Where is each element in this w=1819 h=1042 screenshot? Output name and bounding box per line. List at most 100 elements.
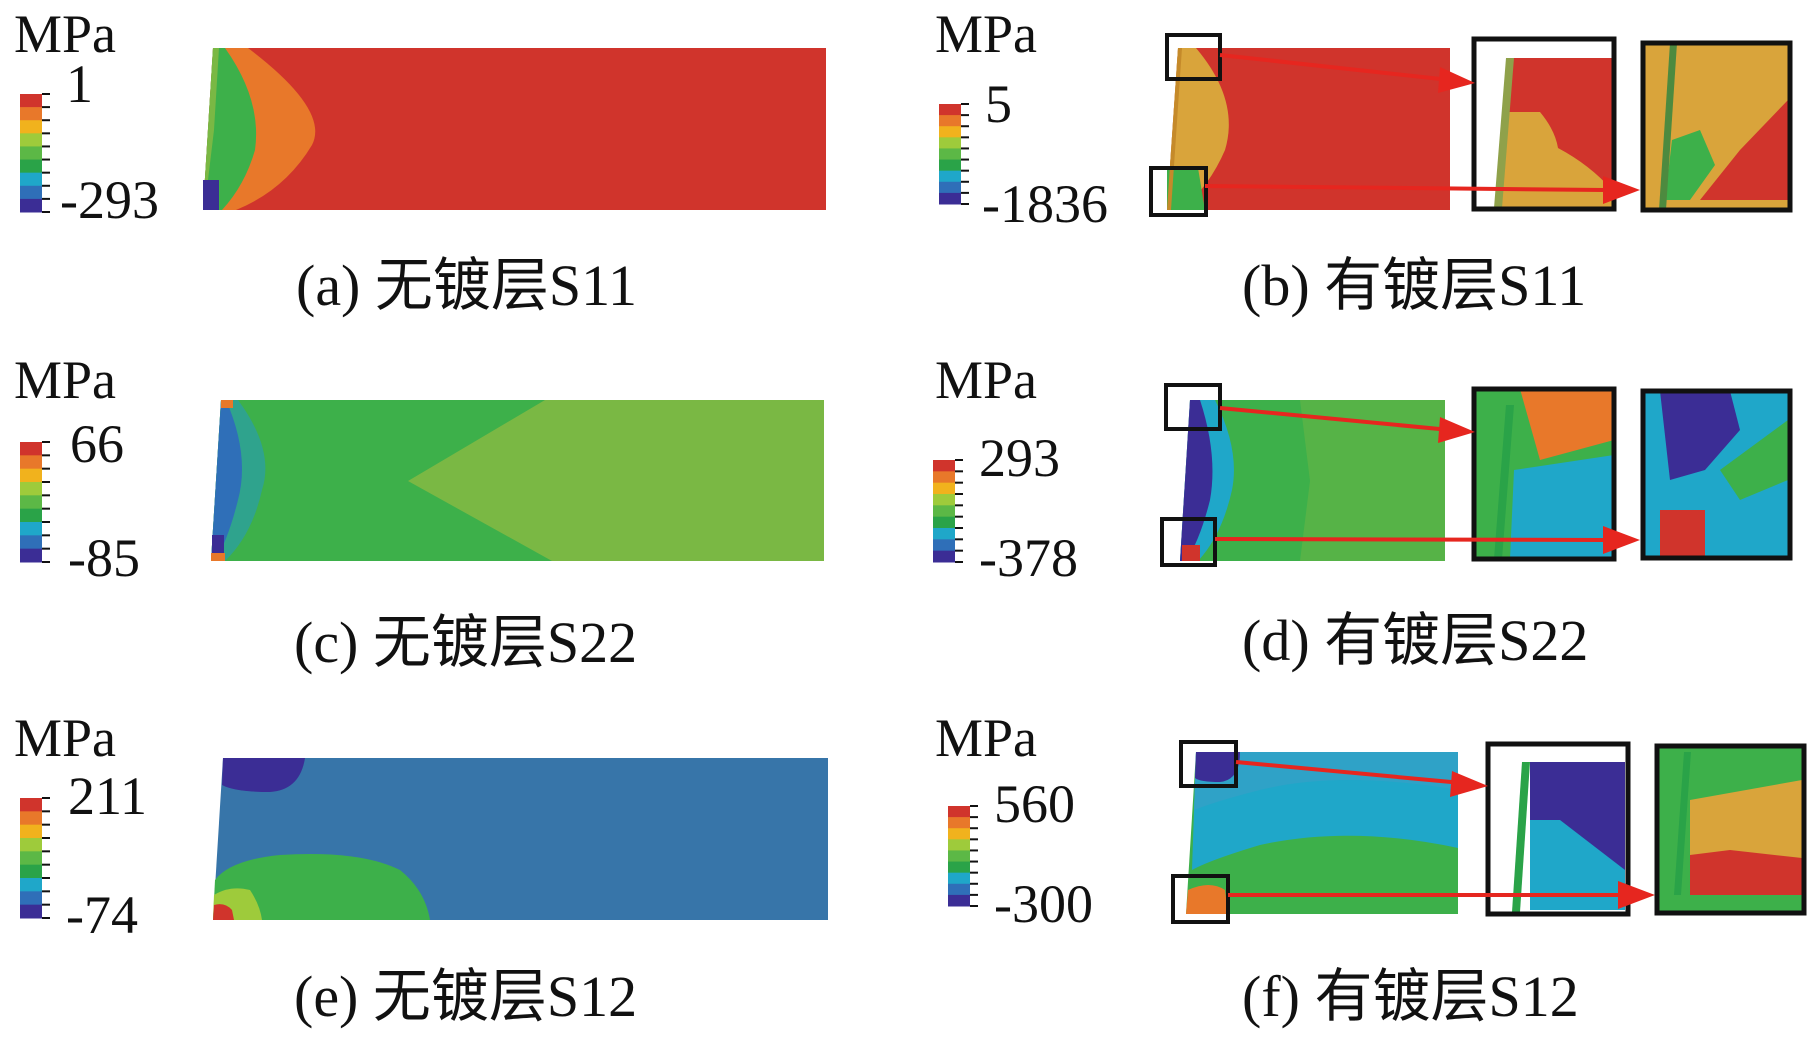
zoom-inset-ochre-2-f — [1690, 780, 1802, 860]
legend-swatch — [939, 159, 961, 172]
legend-swatch — [20, 482, 42, 496]
legend-swatch — [20, 522, 42, 536]
unit-label-f: MPa — [935, 708, 1037, 768]
legend-swatch — [948, 872, 970, 885]
panel-d: MPa 293 -378 — [933, 350, 1793, 673]
legend-swatch — [20, 508, 42, 523]
zoom-inset-frame-2-f — [1654, 743, 1807, 916]
legend-swatch — [20, 864, 42, 879]
legend-swatch — [20, 891, 42, 906]
panel-f: MPa 560 -300 — [935, 708, 1807, 1029]
legend-swatch — [20, 495, 42, 510]
zoom-box-bottom-f — [1171, 874, 1230, 924]
legend-max-b: 5 — [985, 74, 1012, 134]
contour-plot-c — [211, 400, 824, 561]
contour-zone-e1 — [222, 758, 305, 792]
legend-max-e: 211 — [68, 766, 147, 826]
legend-swatch — [933, 539, 955, 552]
legend-swatch — [939, 137, 961, 149]
zoom-arrow-2-b — [1204, 184, 1606, 192]
legend-max-c: 66 — [70, 414, 124, 474]
zoom-inset-frame-1-d — [1471, 386, 1617, 562]
legend-swatch — [933, 460, 955, 472]
zoom-inset-green-2-d — [1720, 420, 1788, 500]
color-legend-b — [939, 103, 969, 205]
contour-zone-c1 — [211, 400, 552, 561]
unit-label-a: MPa — [14, 4, 116, 64]
legend-f: MPa 560 -300 — [935, 708, 1093, 934]
zoom-arrowhead-1-f — [1450, 771, 1488, 797]
zoom-inset-frame-2-b — [1640, 40, 1793, 213]
legend-swatch — [20, 548, 42, 563]
legend-swatch — [20, 107, 42, 121]
legend-swatch — [948, 850, 970, 863]
unit-label-e: MPa — [14, 708, 116, 768]
legend-min-c: -85 — [68, 528, 140, 588]
zoom-inset-frame-2-d — [1640, 388, 1793, 561]
contour-plot-a — [203, 48, 826, 210]
contour-base-b — [1167, 48, 1450, 210]
legend-swatch — [20, 146, 42, 161]
contour-plot-e — [213, 758, 828, 920]
caption-e: (e) 无镀层S12 — [294, 964, 637, 1029]
zoom-arrowhead-2-d — [1603, 526, 1640, 554]
zoom-inset-frame-1-b — [1471, 36, 1617, 212]
zoom-inset-coating-1-f — [1512, 762, 1530, 912]
legend-swatch — [939, 192, 961, 205]
caption-c: (c) 无镀层S22 — [294, 610, 637, 675]
zoom-inset-1-b — [1471, 36, 1617, 212]
zoom-arrowhead-1-d — [1438, 417, 1475, 443]
color-legend-f — [948, 805, 978, 907]
legend-swatch — [20, 198, 42, 213]
zoom-arrow-1-b — [1219, 53, 1451, 82]
zoom-inset-2-f — [1654, 743, 1807, 916]
legend-swatch — [933, 550, 955, 563]
legend-swatch — [933, 528, 955, 540]
unit-label-d: MPa — [935, 350, 1037, 410]
panel-c: MPa 66 -85 (c) 无镀层S22 — [14, 350, 824, 675]
zoom-inset-coating-2-f — [1674, 752, 1691, 895]
panel-a: MPa 1 -293 (a) 无镀层S11 — [14, 4, 826, 318]
legend-swatch — [948, 861, 970, 874]
legend-swatch — [20, 185, 42, 200]
legend-swatch — [948, 806, 970, 818]
legend-c: MPa 66 -85 — [14, 350, 140, 588]
color-legend-c — [20, 441, 50, 563]
caption-f: (f) 有镀层S12 — [1242, 964, 1579, 1029]
legend-min-b: -1836 — [982, 174, 1108, 234]
contour-zone-f2 — [1194, 752, 1458, 810]
contour-plot-d — [1160, 383, 1793, 567]
zoom-inset-ochre-1-b — [1500, 112, 1612, 208]
contour-zone-c5 — [211, 553, 225, 561]
contour-zone-d1 — [1300, 400, 1445, 561]
zoom-inset-orange-1-d — [1520, 389, 1614, 460]
legend-swatch — [948, 894, 970, 907]
zoom-inset-1-d — [1471, 386, 1617, 562]
legend-swatch — [20, 838, 42, 852]
legend-swatch — [939, 181, 961, 194]
zoom-inset-red-2-f — [1690, 850, 1802, 895]
zoom-arrow-2-d — [1214, 537, 1606, 542]
legend-swatch — [20, 172, 42, 187]
zoom-inset-frame-1-f — [1485, 741, 1631, 917]
legend-swatch — [20, 442, 42, 456]
zoom-inset-coating-2-b — [1659, 43, 1677, 210]
zoom-box-bottom-d — [1160, 517, 1217, 567]
legend-min-f: -300 — [994, 874, 1093, 934]
contour-zone-e2 — [213, 854, 430, 920]
legend-swatch — [948, 828, 970, 840]
color-legend-a — [20, 93, 50, 213]
zoom-box-top-d — [1164, 383, 1222, 431]
legend-swatch — [20, 798, 42, 812]
panel-b: MPa 5 -1836 — [935, 4, 1793, 318]
legend-a: MPa 1 -293 — [14, 4, 159, 230]
zoom-arrowhead-2-f — [1618, 881, 1655, 909]
contour-plot-f — [1171, 740, 1807, 924]
legend-max-d: 293 — [979, 428, 1060, 488]
zoom-box-bottom-b — [1149, 166, 1208, 217]
legend-swatch — [933, 516, 955, 529]
zoom-inset-coating-1-d — [1494, 405, 1514, 559]
legend-swatch — [20, 133, 42, 147]
color-legend-d — [933, 459, 963, 563]
legend-swatch — [939, 126, 961, 138]
